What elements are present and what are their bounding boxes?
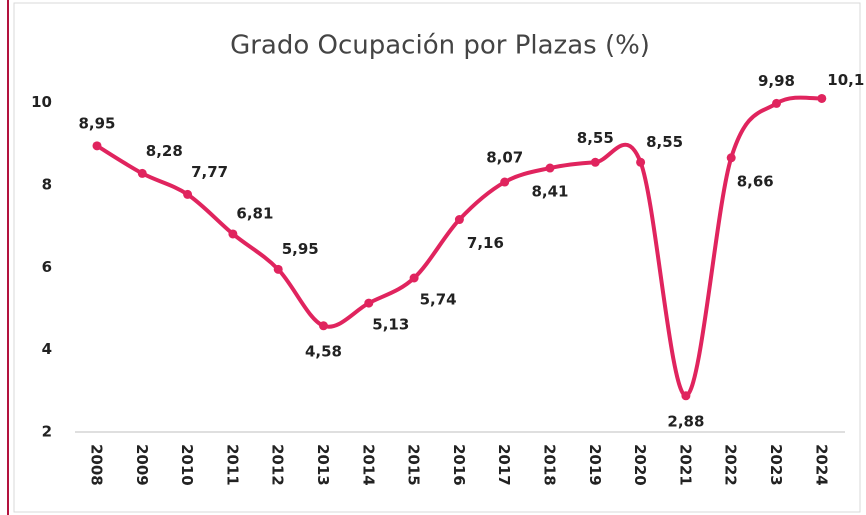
value-label: 7,77 bbox=[191, 163, 228, 181]
point bbox=[92, 141, 102, 151]
y-tick-label: 2 bbox=[42, 423, 52, 441]
point bbox=[137, 168, 147, 178]
x-tick-label: 2013 bbox=[314, 444, 332, 486]
value-label: 8,07 bbox=[486, 149, 523, 167]
point bbox=[364, 298, 374, 308]
point bbox=[500, 177, 510, 187]
value-label: 8,41 bbox=[531, 183, 568, 201]
chart-title: Grado Ocupación por Plazas (%) bbox=[230, 31, 650, 61]
y-tick-label: 6 bbox=[42, 258, 52, 276]
point bbox=[817, 93, 827, 103]
point bbox=[726, 153, 736, 163]
chart-frame bbox=[13, 2, 861, 513]
point bbox=[681, 391, 691, 401]
x-tick-label: 2015 bbox=[405, 444, 423, 486]
x-tick-label: 2022 bbox=[722, 444, 740, 486]
x-tick-label: 2024 bbox=[812, 444, 830, 486]
point bbox=[545, 163, 555, 173]
point bbox=[636, 157, 646, 167]
point bbox=[228, 229, 238, 239]
value-label: 9,98 bbox=[758, 72, 795, 90]
value-label: 8,55 bbox=[646, 133, 683, 151]
x-tick-label: 2008 bbox=[88, 444, 106, 486]
value-label: 5,74 bbox=[420, 291, 457, 309]
point bbox=[454, 215, 464, 225]
value-label: 5,13 bbox=[372, 316, 409, 334]
point bbox=[319, 321, 328, 331]
value-label: 6,81 bbox=[236, 204, 273, 222]
y-tick-label: 4 bbox=[42, 340, 52, 358]
x-tick-label: 2020 bbox=[631, 444, 649, 486]
x-tick-label: 2014 bbox=[359, 444, 377, 486]
x-tick-label: 2011 bbox=[223, 444, 241, 486]
value-label: 10,1 bbox=[827, 71, 864, 89]
point bbox=[590, 157, 600, 167]
value-label: 8,66 bbox=[737, 172, 774, 190]
value-label: 4,58 bbox=[305, 342, 342, 360]
value-label: 8,28 bbox=[146, 142, 183, 160]
x-tick-label: 2012 bbox=[269, 444, 287, 486]
x-tick-label: 2018 bbox=[541, 444, 559, 486]
point bbox=[183, 189, 193, 199]
x-tick-label: 2016 bbox=[450, 444, 468, 486]
y-tick-label: 10 bbox=[31, 93, 52, 111]
point bbox=[772, 98, 781, 108]
value-label: 8,95 bbox=[78, 114, 115, 132]
x-tick-label: 2009 bbox=[133, 444, 151, 486]
x-tick-label: 2010 bbox=[178, 444, 196, 486]
value-label: 7,16 bbox=[467, 234, 504, 252]
x-tick-label: 2017 bbox=[495, 444, 513, 486]
point bbox=[273, 264, 283, 274]
x-tick-label: 2023 bbox=[767, 444, 785, 486]
value-label: 5,95 bbox=[282, 240, 319, 258]
value-label: 8,55 bbox=[577, 129, 614, 147]
value-label: 2,88 bbox=[667, 412, 704, 430]
x-tick-label: 2021 bbox=[676, 444, 694, 486]
y-tick-label: 8 bbox=[42, 175, 52, 193]
point bbox=[409, 273, 419, 283]
x-tick-label: 2019 bbox=[586, 444, 604, 486]
